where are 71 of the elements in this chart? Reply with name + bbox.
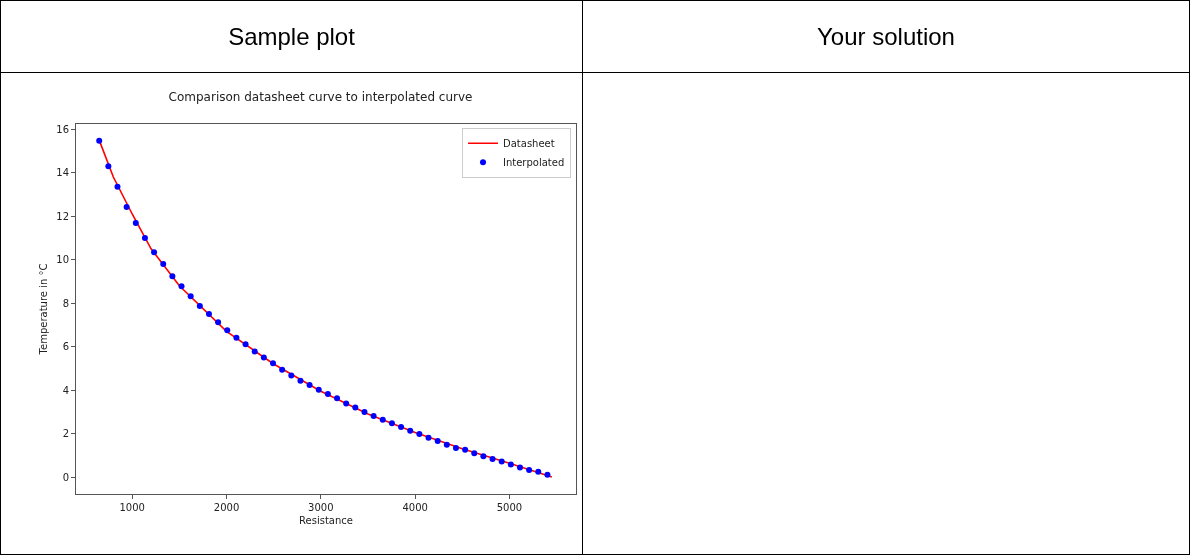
point (187, 293, 194, 300)
point (279, 366, 286, 373)
point (443, 441, 450, 448)
point (370, 412, 377, 419)
y-tick-label: 16 (56, 123, 69, 135)
point (178, 283, 185, 290)
point (425, 434, 432, 441)
x-tick-label: 1000 (119, 502, 145, 513)
point (480, 453, 487, 460)
legend-label: Datasheet (503, 138, 555, 150)
point (324, 391, 331, 397)
point (544, 471, 551, 478)
point (388, 420, 395, 427)
x-tick-label: 3000 (308, 502, 334, 513)
point (434, 437, 441, 444)
point (260, 354, 267, 361)
point (251, 348, 258, 355)
y-axis-title: Temperature in °C (38, 263, 50, 356)
y-tick-label: 6 (62, 341, 69, 353)
point (224, 327, 231, 334)
point (151, 249, 158, 256)
point (315, 386, 322, 393)
point (196, 302, 203, 309)
point (141, 234, 148, 241)
point (498, 458, 505, 465)
point (288, 372, 295, 379)
point (169, 273, 176, 280)
point (242, 341, 249, 348)
point (297, 377, 304, 384)
x-tick-label: 2000 (213, 502, 240, 513)
point (407, 427, 414, 434)
point (215, 319, 222, 326)
point (123, 204, 130, 211)
point (416, 431, 423, 437)
point (132, 219, 139, 226)
y-tick-label: 14 (56, 167, 69, 179)
x-axis-title: Resistance (299, 514, 353, 526)
point (306, 382, 313, 389)
point (334, 395, 341, 402)
text: Sample plot (0, 0, 583, 73)
point (361, 409, 368, 416)
point (398, 424, 405, 431)
chart-title: Comparison datasheet curve to interpolated curve (168, 89, 473, 104)
point (452, 444, 459, 451)
point (270, 360, 276, 367)
y-tick-label: 2 (62, 428, 69, 440)
point (233, 334, 240, 341)
point (462, 446, 469, 453)
point (205, 311, 212, 317)
point (516, 464, 523, 471)
point (352, 404, 359, 411)
x-tick-label: 5000 (496, 502, 523, 513)
y-tick-label: 0 (62, 471, 69, 483)
text: Your solution (582, 0, 1190, 73)
y-tick-label: 4 (62, 384, 69, 396)
x-tick-label: 4000 (402, 502, 428, 513)
point (535, 468, 542, 475)
legend-label: Interpolated (503, 157, 565, 169)
point (105, 163, 112, 170)
point (471, 450, 478, 457)
y-tick-label: 12 (56, 210, 69, 222)
point (114, 183, 121, 190)
point (160, 261, 167, 267)
y-tick-label: 10 (56, 254, 69, 266)
point (343, 400, 350, 407)
point (526, 467, 533, 474)
point (96, 137, 103, 144)
point (489, 456, 496, 462)
y-tick-label: 8 (62, 297, 69, 309)
point (379, 416, 386, 423)
point (507, 461, 514, 468)
